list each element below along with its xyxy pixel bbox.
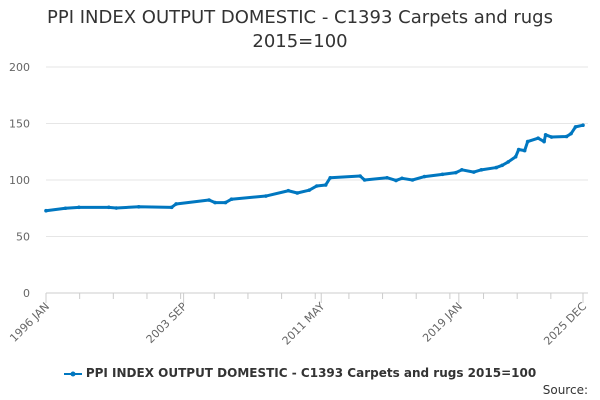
data-point [362,178,367,182]
data-point [536,136,540,140]
data-point [494,165,499,170]
data-point [358,174,362,178]
data-point [223,200,228,205]
data-point [525,139,530,144]
data-point [460,168,464,172]
data-point [114,206,119,210]
data-point [440,172,445,177]
chart-title: PPI INDEX OUTPUT DOMESTIC - C1393 Carpet… [0,6,600,54]
data-point [314,184,319,188]
data-point [63,206,68,211]
data-point [229,197,234,202]
legend-label: PPI INDEX OUTPUT DOMESTIC - C1393 Carpet… [85,366,537,380]
data-point [422,174,427,179]
data-point [506,160,511,164]
data-point [400,176,404,181]
data-point [581,123,585,127]
data-point [107,205,111,210]
y-tick-label: 100 [9,174,30,187]
data-point [410,178,415,182]
data-point [286,188,291,193]
data-point [549,135,554,139]
y-tick-label: 0 [23,287,30,300]
data-point [295,191,300,195]
chart-title-line-1: PPI INDEX OUTPUT DOMESTIC - C1393 Carpet… [46,7,553,28]
data-point [522,148,527,153]
data-point [472,170,476,174]
data-point [385,175,389,180]
data-point [479,168,484,172]
series-line [45,123,584,213]
line-chart: 0 50 100 150 200 1996 JAN 2003 SEP 2011 MAY 2019… [7,61,589,348]
legend[interactable]: PPI INDEX OUTPUT DOMESTIC - C1393 Carpet… [0,366,600,380]
data-point [542,139,546,144]
data-point [516,147,521,152]
data-point [573,125,578,129]
x-tick-label: 2003 SEP [144,300,190,346]
data-point [569,131,573,136]
x-tick-label: 2011 MAY [280,300,328,348]
data-point [307,188,312,192]
x-tick-label: 2019 JAN [420,300,465,345]
data-point [564,134,569,139]
data-point [169,205,174,210]
data-point [454,170,458,175]
data-point [543,133,548,137]
y-tick-label: 50 [16,231,30,244]
data-point [394,178,398,183]
x-tick-label: 2025 DEC [541,300,589,348]
data-point [513,154,518,159]
chart-title-line-2: 2015=100 [252,31,348,52]
data-point [174,202,178,206]
data-point [328,175,333,180]
source-label: Source: [542,383,588,397]
data-point [136,204,141,209]
data-point [77,205,81,210]
data-point [264,194,268,198]
data-point [500,163,505,168]
x-tick-label: 1996 JAN [7,300,52,345]
y-tick-label: 200 [9,61,30,74]
legend-line-icon [63,371,82,376]
data-point [323,183,328,187]
y-tick-label: 150 [9,118,30,131]
data-point [213,200,217,205]
data-point [44,208,48,213]
data-point [207,198,211,202]
